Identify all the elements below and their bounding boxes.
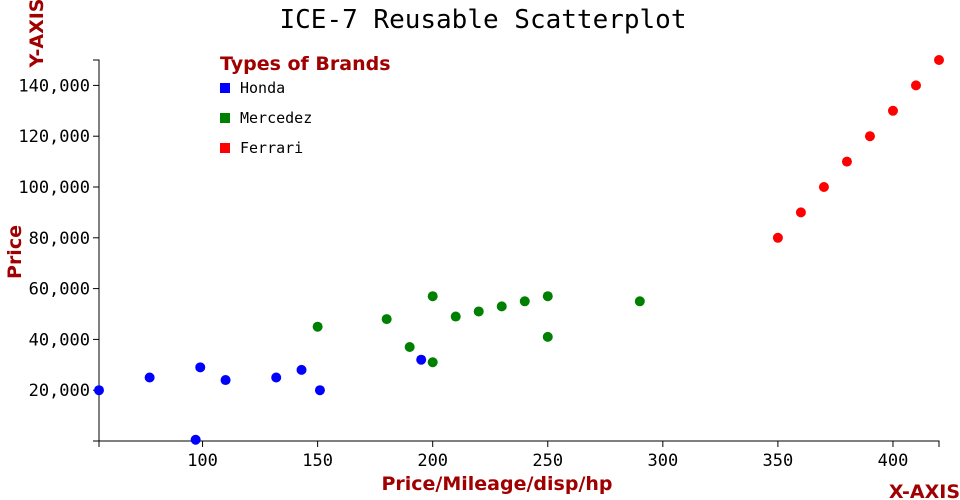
ferrari-point	[841, 156, 852, 167]
honda-point	[190, 434, 201, 445]
mercedez-point	[450, 311, 461, 322]
x-tick-label: 300	[647, 451, 678, 471]
y-axis-corner-label: Y-AXIS	[26, 0, 48, 68]
ferrari-point	[864, 131, 875, 142]
legend-label-ferrari: Ferrari	[240, 139, 303, 157]
y-tick-label: 140,000	[18, 76, 90, 96]
ferrari-point	[887, 105, 898, 116]
legend-title: Types of Brands	[220, 53, 391, 75]
y-tick-label: 100,000	[18, 178, 90, 198]
y-tick-label: 60,000	[29, 280, 90, 300]
honda-point	[296, 364, 307, 375]
axes: 20,000 40,000 60,000 80,000 100,000 120,000 14…	[18, 59, 940, 471]
mercedez-point	[634, 296, 645, 307]
ferrari-point	[818, 182, 829, 192]
x-axis-title: Price/Mileage/disp/hp	[381, 473, 612, 495]
mercedez-point	[381, 314, 392, 325]
y-tick-label: 120,000	[18, 127, 90, 147]
honda-point	[94, 385, 104, 396]
legend-swatch-honda	[220, 83, 230, 93]
ferrari-point	[772, 232, 783, 243]
x-axis-corner-label: X-AXIS	[889, 481, 960, 500]
legend-label-honda: Honda	[240, 79, 285, 97]
y-tick-label: 20,000	[29, 381, 90, 401]
ferrari-point	[910, 80, 921, 91]
x-axis-line	[98, 440, 940, 447]
legend-swatch-ferrari	[220, 143, 230, 153]
legend: Types of Brands Honda Mercedez Ferrari	[220, 53, 391, 157]
mercedez-point	[404, 342, 415, 353]
x-tick-label: 350	[763, 451, 794, 471]
mercedez-point	[542, 331, 553, 342]
x-tick-label: 100	[187, 451, 218, 471]
mercedez-point	[427, 291, 438, 302]
honda-point	[314, 385, 325, 396]
honda-point	[144, 372, 155, 383]
data-points	[94, 55, 944, 445]
x-tick-label: 200	[417, 451, 448, 471]
honda-point	[271, 372, 282, 383]
honda-point	[195, 362, 206, 373]
chart-title: ICE-7 Reusable Scatterplot	[280, 5, 687, 35]
honda-point	[220, 375, 231, 386]
y-tick-label: 40,000	[29, 330, 90, 350]
ferrari-point	[934, 55, 944, 65]
legend-swatch-mercedez	[220, 113, 230, 123]
mercedez-point	[473, 306, 484, 317]
y-tick-label: 80,000	[29, 229, 90, 249]
legend-label-mercedez: Mercedez	[240, 109, 312, 127]
mercedez-point	[427, 357, 438, 368]
honda-point	[416, 354, 427, 365]
x-tick-label: 400	[878, 451, 909, 471]
mercedez-point	[496, 301, 507, 312]
mercedez-point	[312, 321, 323, 332]
x-tick-label: 150	[302, 451, 333, 471]
ferrari-point	[795, 207, 806, 218]
y-axis-title: Price	[4, 225, 26, 279]
y-axis-line	[93, 59, 100, 442]
x-tick-label: 250	[532, 451, 563, 471]
mercedez-point	[542, 291, 553, 302]
mercedez-point	[519, 296, 530, 307]
